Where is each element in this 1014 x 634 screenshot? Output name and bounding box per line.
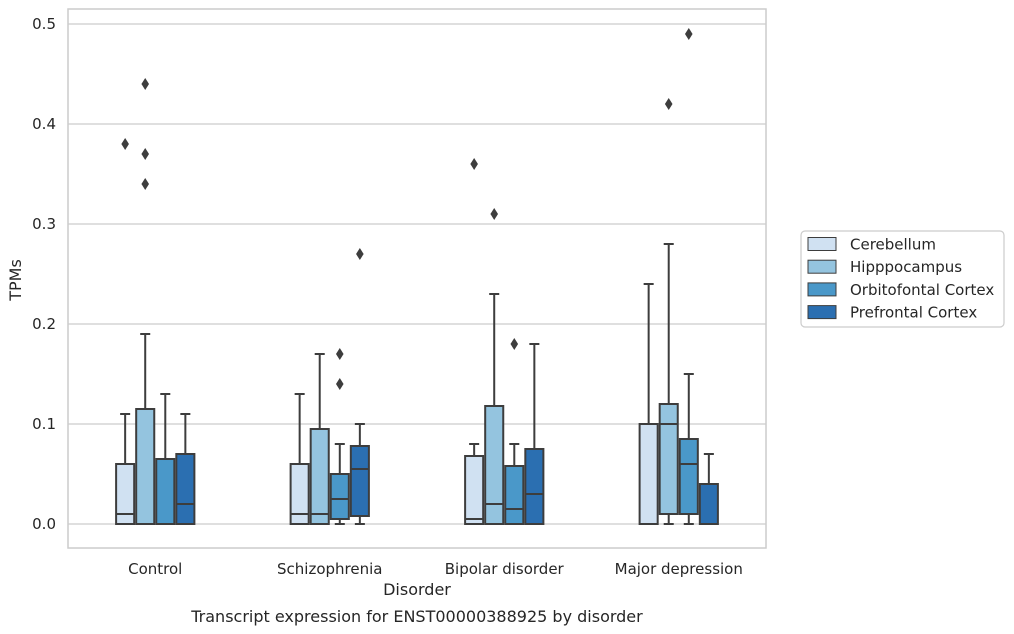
outlier-point: [470, 158, 478, 170]
x-axis-ticks: Control Schizophrenia Bipolar disorder Majo…: [128, 560, 743, 578]
outlier-point: [664, 98, 673, 110]
box-prefrontal-cortex: [349, 248, 370, 525]
box-cerebellum: [464, 158, 485, 525]
x-tick-label: Schizophrenia: [277, 560, 382, 578]
legend-swatch: [807, 237, 837, 251]
box: [175, 453, 196, 525]
legend: Cerebellum Hipppocampus Orbitofontal Corte…: [800, 230, 1005, 328]
box: [698, 483, 719, 525]
plot-frame: [67, 8, 767, 549]
box-prefrontal-cortex: [698, 453, 719, 525]
outlier-point: [684, 28, 693, 40]
box-hipppocampus: [658, 98, 679, 525]
outlier-point: [510, 338, 519, 350]
y-tick-label: 0.0: [32, 515, 56, 533]
box-hipppocampus: [484, 208, 505, 525]
x-tick-label: Bipolar disorder: [445, 560, 565, 578]
box-hipppocampus: [309, 353, 330, 525]
box: [484, 405, 505, 525]
y-axis-label: TPMs: [6, 259, 25, 302]
x-tick-label: Major depression: [615, 560, 743, 578]
box-prefrontal-cortex: [524, 343, 545, 525]
box-plots: [115, 28, 719, 525]
box-orbitofontal-cortex: [155, 393, 176, 525]
box: [309, 428, 330, 525]
outlier-point: [141, 178, 150, 190]
chart-caption: Transcript expression for ENST0000038892…: [190, 607, 643, 626]
box-prefrontal-cortex: [175, 413, 196, 525]
y-tick-label: 0.5: [32, 15, 56, 33]
legend-label: Hipppocampus: [850, 258, 962, 276]
box-cerebellum: [115, 138, 136, 525]
y-tick-label: 0.1: [32, 415, 56, 433]
box-orbitofontal-cortex: [329, 348, 350, 525]
box: [349, 445, 370, 517]
box: [329, 473, 350, 520]
outlier-point: [141, 78, 150, 90]
box-cerebellum: [638, 283, 659, 525]
outlier-point: [141, 148, 150, 160]
x-axis-label: Disorder: [383, 580, 451, 599]
box: [115, 463, 136, 525]
x-tick-label: Control: [128, 560, 182, 578]
box-hipppocampus: [135, 78, 156, 525]
outlier-point: [490, 208, 499, 220]
y-tick-label: 0.2: [32, 315, 56, 333]
legend-frame: [800, 230, 1005, 328]
legend-label: Prefrontal Cortex: [850, 304, 977, 322]
box: [135, 408, 156, 525]
box: [464, 455, 485, 525]
outlier-point: [335, 378, 344, 390]
y-tick-label: 0.3: [32, 215, 56, 233]
box: [638, 423, 659, 525]
y-axis-ticks: 0.0 0.1 0.2 0.3 0.4 0.5: [32, 15, 56, 533]
legend-label: Cerebellum: [850, 236, 936, 254]
box: [155, 458, 176, 525]
outlier-point: [121, 138, 129, 150]
y-tick-label: 0.4: [32, 115, 56, 133]
box: [504, 465, 525, 525]
legend-swatch: [807, 282, 837, 297]
box: [658, 403, 679, 515]
box: [524, 448, 545, 525]
box-orbitofontal-cortex: [678, 28, 699, 525]
legend-swatch: [807, 259, 837, 274]
legend-label: Orbitofontal Cortex: [850, 281, 994, 299]
box: [289, 463, 310, 525]
outlier-point: [356, 248, 364, 260]
box-orbitofontal-cortex: [504, 338, 525, 525]
outlier-point: [335, 348, 344, 360]
box: [678, 438, 699, 515]
box-cerebellum: [289, 393, 310, 525]
legend-swatch: [807, 305, 837, 320]
